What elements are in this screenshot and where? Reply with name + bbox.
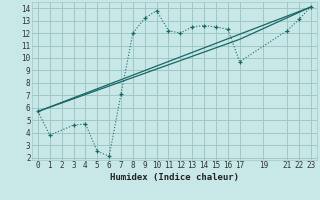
X-axis label: Humidex (Indice chaleur): Humidex (Indice chaleur)	[110, 173, 239, 182]
